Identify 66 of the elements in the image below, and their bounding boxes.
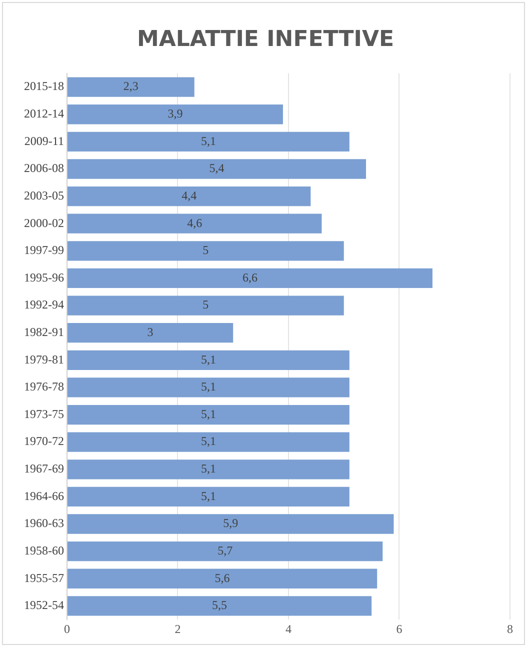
y-tick-label: 2012-14 bbox=[24, 106, 64, 121]
chart-title: MALATTIE INFETTIVE bbox=[136, 26, 394, 52]
bar bbox=[67, 104, 283, 124]
bar bbox=[67, 268, 432, 288]
x-tick-label: 0 bbox=[64, 622, 70, 636]
data-label: 5,1 bbox=[200, 488, 216, 503]
x-tick-label: 8 bbox=[507, 622, 513, 636]
y-tick-label: 1952-54 bbox=[24, 598, 64, 612]
x-tick-label: 4 bbox=[286, 622, 292, 636]
data-label: 5,1 bbox=[200, 462, 216, 476]
y-tick-label: 1967-69 bbox=[24, 462, 64, 476]
y-tick-label: 2015-18 bbox=[24, 79, 64, 94]
y-tick-label: 1958-60 bbox=[24, 543, 64, 558]
y-tick-label: 2003-05 bbox=[24, 188, 64, 202]
y-tick-label: 1973-75 bbox=[24, 406, 64, 421]
bar bbox=[67, 432, 350, 452]
data-label: 5,6 bbox=[214, 570, 230, 585]
bar bbox=[67, 186, 311, 206]
data-label: 6,6 bbox=[242, 270, 258, 284]
data-label: 5,1 bbox=[200, 434, 216, 448]
x-tick-label: 2 bbox=[174, 622, 181, 636]
x-tick-label: 6 bbox=[396, 622, 402, 636]
data-label: 5,1 bbox=[200, 352, 216, 366]
y-tick-label: 1995-96 bbox=[24, 270, 64, 284]
bar bbox=[67, 378, 350, 398]
data-label: 4,4 bbox=[182, 188, 197, 202]
data-label: 5,4 bbox=[209, 161, 224, 176]
data-label: 5,1 bbox=[200, 134, 216, 148]
data-label: 5,9 bbox=[223, 516, 238, 530]
y-tick-label: 2000-02 bbox=[24, 216, 64, 230]
bar bbox=[67, 296, 344, 316]
bar bbox=[67, 460, 350, 480]
data-label: 2,3 bbox=[123, 79, 138, 94]
bar bbox=[67, 159, 366, 179]
data-label: 3,9 bbox=[168, 106, 183, 121]
y-tick-label: 1970-72 bbox=[24, 434, 64, 448]
y-tick-label: 1979-81 bbox=[24, 352, 64, 366]
bar bbox=[67, 77, 194, 97]
y-tick-label: 1992-94 bbox=[24, 298, 64, 312]
bar bbox=[67, 241, 344, 261]
bar bbox=[67, 486, 350, 507]
data-label: 5,1 bbox=[200, 406, 216, 421]
data-label: 5,5 bbox=[212, 598, 228, 612]
bar bbox=[67, 214, 322, 234]
data-label: 5,1 bbox=[200, 380, 216, 394]
y-tick-label: 1982-91 bbox=[24, 325, 64, 339]
bar bbox=[67, 323, 234, 343]
bar bbox=[67, 404, 350, 425]
y-tick-label: 1960-63 bbox=[24, 516, 64, 530]
y-tick-label: 1964-66 bbox=[24, 488, 64, 503]
data-label: 5 bbox=[202, 298, 209, 312]
bar bbox=[67, 132, 350, 152]
bar bbox=[67, 596, 372, 616]
bar bbox=[67, 568, 378, 588]
data-label: 4,6 bbox=[187, 216, 202, 230]
y-tick-label: 1976-78 bbox=[24, 380, 64, 394]
bar bbox=[67, 541, 383, 562]
y-tick-label: 1955-57 bbox=[24, 570, 64, 585]
bar bbox=[67, 514, 394, 534]
data-label: 3 bbox=[147, 325, 154, 339]
y-tick-label: 2006-08 bbox=[24, 161, 64, 176]
y-tick-label: 1997-99 bbox=[24, 243, 64, 258]
data-label: 5,7 bbox=[218, 543, 233, 558]
data-label: 5 bbox=[202, 243, 209, 258]
bar bbox=[67, 350, 350, 370]
y-tick-label: 2009-11 bbox=[24, 134, 64, 148]
